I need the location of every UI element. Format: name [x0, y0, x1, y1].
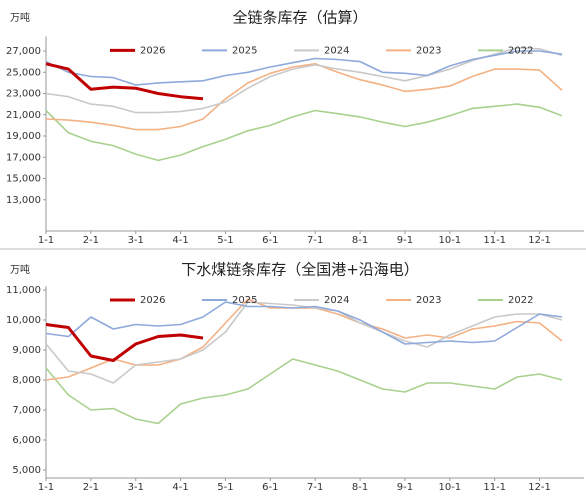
y-tick-label: 8,000: [12, 375, 41, 386]
series-line: [45, 358, 563, 425]
x-tick-label: 9-1: [397, 235, 413, 246]
x-tick-label: 6-1: [262, 235, 278, 246]
series-line: [45, 63, 563, 131]
legend-label: 2022: [508, 45, 533, 56]
chart-title: 全链条库存（估算）: [232, 9, 367, 27]
legend-label: 2024: [324, 45, 349, 56]
series-line: [45, 50, 563, 86]
x-tick-label: 8-1: [352, 235, 368, 246]
x-tick-label: 4-1: [172, 482, 188, 493]
x-tick-label: 11-1: [483, 482, 506, 493]
y-tick-label: 13,000: [6, 195, 41, 206]
y-tick-label: 6,000: [12, 435, 41, 446]
y-tick-label: 25,000: [6, 67, 41, 78]
legend-label: 2026: [140, 295, 165, 306]
series-line: [45, 301, 563, 345]
x-tick-label: 1-1: [38, 482, 54, 493]
x-tick-label: 4-1: [172, 235, 188, 246]
x-tick-label: 7-1: [307, 235, 323, 246]
y-axis-label: 万吨: [10, 11, 30, 24]
x-tick-label: 5-1: [217, 482, 233, 493]
x-tick-label: 8-1: [352, 482, 368, 493]
legend-label: 2023: [416, 45, 441, 56]
chart-title: 下水煤链条库存（全国港+沿海电）: [181, 261, 419, 279]
x-tick-label: 1-1: [38, 235, 54, 246]
series-line: [45, 62, 204, 101]
x-tick-label: 7-1: [307, 482, 323, 493]
series-line: [45, 103, 563, 162]
x-tick-label: 3-1: [128, 482, 144, 493]
y-axis-label: 万吨: [10, 263, 30, 276]
legend-label: 2025: [232, 45, 257, 56]
y-tick-label: 5,000: [12, 465, 41, 476]
y-tick-label: 27,000: [6, 46, 41, 57]
series-line: [45, 323, 204, 362]
y-tick-label: 19,000: [6, 131, 41, 142]
y-tick-label: 15,000: [6, 174, 41, 185]
x-tick-label: 10-1: [438, 482, 461, 493]
x-tick-label: 3-1: [128, 235, 144, 246]
x-tick-label: 2-1: [83, 235, 99, 246]
y-tick-label: 7,000: [12, 405, 41, 416]
legend-label: 2023: [416, 295, 441, 306]
y-tick-label: 10,000: [6, 315, 41, 326]
y-tick-label: 23,000: [6, 89, 41, 100]
y-tick-label: 11,000: [6, 285, 41, 296]
x-tick-label: 12-1: [528, 235, 551, 246]
y-tick-label: 17,000: [6, 152, 41, 163]
legend-label: 2026: [140, 45, 165, 56]
legend-label: 2022: [508, 295, 533, 306]
y-tick-label: 9,000: [12, 345, 41, 356]
x-tick-label: 12-1: [528, 482, 551, 493]
y-tick-label: 21,000: [6, 110, 41, 121]
x-tick-label: 2-1: [83, 482, 99, 493]
x-tick-label: 5-1: [217, 235, 233, 246]
legend-label: 2025: [232, 295, 257, 306]
x-tick-label: 11-1: [483, 235, 506, 246]
x-tick-label: 6-1: [262, 482, 278, 493]
x-tick-label: 9-1: [397, 482, 413, 493]
legend-label: 2024: [324, 295, 349, 306]
x-tick-label: 10-1: [438, 235, 461, 246]
